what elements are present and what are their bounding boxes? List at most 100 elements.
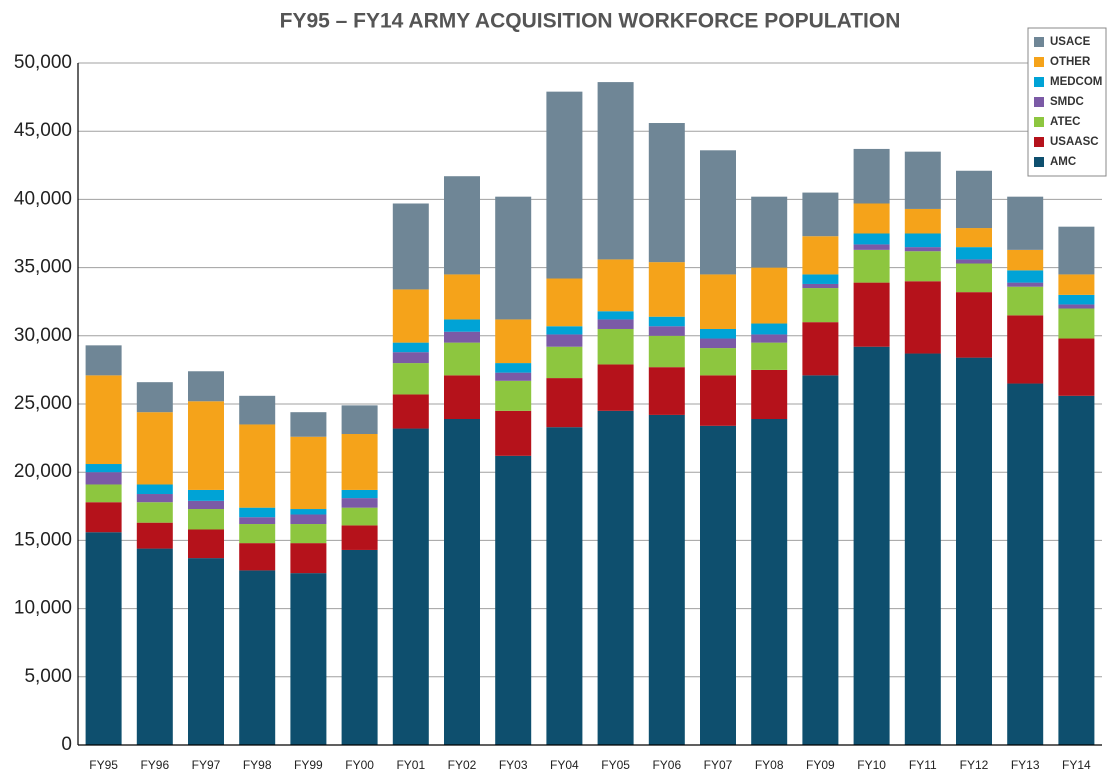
bar-segment bbox=[392, 342, 429, 353]
x-tick-label: FY04 bbox=[550, 758, 579, 772]
bar-segment bbox=[341, 405, 378, 435]
legend-label: SMDC bbox=[1050, 96, 1084, 108]
bar-segment bbox=[85, 484, 122, 503]
bar-segment bbox=[188, 500, 224, 510]
bar-segment bbox=[495, 372, 532, 381]
bar-segment bbox=[444, 319, 480, 332]
bar-segment bbox=[444, 331, 480, 343]
bar-segment bbox=[546, 334, 583, 347]
bar-segment bbox=[188, 558, 224, 745]
bar-segment bbox=[392, 352, 429, 364]
bar-segment bbox=[751, 267, 788, 324]
bar-segment bbox=[85, 345, 122, 376]
bar-segment bbox=[853, 346, 890, 745]
y-tick-label: 25,000 bbox=[14, 393, 72, 414]
bar-segment bbox=[1007, 249, 1044, 271]
bar-segment bbox=[136, 412, 173, 485]
bar-segment bbox=[495, 455, 532, 745]
legend-swatch bbox=[1034, 157, 1044, 167]
y-tick-label: 30,000 bbox=[14, 325, 72, 346]
bar-segment bbox=[700, 150, 736, 275]
bar-segment bbox=[290, 436, 327, 510]
bar-segment bbox=[239, 524, 276, 544]
x-tick-label: FY02 bbox=[448, 758, 477, 772]
bar-segment bbox=[1007, 315, 1044, 384]
bar-segment bbox=[648, 123, 685, 263]
bar-segment bbox=[751, 342, 788, 370]
bar-segment bbox=[546, 378, 583, 428]
bar-segment bbox=[956, 259, 992, 264]
bar-segment bbox=[904, 233, 941, 248]
x-tick-label: FY13 bbox=[1011, 758, 1040, 772]
bar-segment bbox=[1058, 226, 1095, 275]
bar-segment bbox=[904, 151, 941, 209]
bar-segment bbox=[700, 338, 736, 349]
bar-segment bbox=[751, 419, 788, 745]
bar-segment bbox=[1058, 294, 1095, 305]
bar-segment bbox=[648, 367, 685, 415]
bar-segment bbox=[802, 375, 839, 745]
bar-segment bbox=[648, 316, 685, 327]
bar-segment bbox=[546, 346, 583, 379]
legend-label: MEDCOM bbox=[1050, 76, 1102, 88]
bar-segment bbox=[341, 507, 378, 526]
bar-segment bbox=[1007, 270, 1044, 283]
bar-segment bbox=[290, 412, 327, 437]
bar-segment bbox=[136, 382, 173, 413]
bar-segment bbox=[751, 323, 788, 335]
bar-segment bbox=[239, 517, 276, 525]
x-tick-label: FY11 bbox=[909, 758, 937, 772]
bar-segment bbox=[904, 247, 941, 252]
legend-swatch bbox=[1034, 137, 1044, 147]
x-tick-label: FY99 bbox=[294, 758, 323, 772]
bar-segment bbox=[392, 363, 429, 395]
bar-segment bbox=[392, 203, 429, 290]
x-tick-label: FY01 bbox=[396, 758, 425, 772]
legend-swatch bbox=[1034, 37, 1044, 47]
bar-segment bbox=[290, 509, 327, 515]
y-tick-label: 45,000 bbox=[14, 120, 72, 141]
bar-segment bbox=[853, 148, 890, 204]
x-tick-label: FY98 bbox=[243, 758, 272, 772]
bar-segment bbox=[853, 233, 890, 245]
bar-segment bbox=[341, 549, 378, 745]
bar-segment bbox=[444, 176, 480, 275]
bar-segment bbox=[648, 326, 685, 336]
legend-label: AMC bbox=[1050, 156, 1076, 168]
bar-segment bbox=[239, 395, 276, 425]
bar-segment bbox=[392, 394, 429, 429]
x-tick-label: FY05 bbox=[601, 758, 630, 772]
bar-segment bbox=[136, 494, 173, 503]
bar-segment bbox=[495, 380, 532, 411]
bar-segment bbox=[802, 283, 839, 289]
bar-segment bbox=[700, 328, 736, 339]
x-tick-label: FY10 bbox=[857, 758, 886, 772]
bar-segment bbox=[136, 484, 173, 495]
bar-segment bbox=[648, 414, 685, 745]
bar-segment bbox=[802, 322, 839, 376]
bar-segment bbox=[239, 424, 276, 508]
bar-segment bbox=[956, 263, 992, 293]
y-tick-label: 10,000 bbox=[14, 598, 72, 619]
bar-segment bbox=[904, 353, 941, 745]
bar-segment bbox=[495, 319, 532, 364]
bar-segment bbox=[853, 244, 890, 250]
bar-segment bbox=[904, 208, 941, 234]
y-tick-label: 0 bbox=[61, 734, 72, 755]
legend-label: USACE bbox=[1050, 36, 1091, 48]
x-tick-label: FY95 bbox=[89, 758, 118, 772]
bar-segment bbox=[444, 274, 480, 320]
bar-segment bbox=[444, 375, 480, 420]
bar-segment bbox=[188, 371, 224, 402]
bar-segment bbox=[648, 335, 685, 368]
y-tick-label: 50,000 bbox=[14, 52, 72, 73]
bar-segment bbox=[597, 328, 634, 365]
bar-segment bbox=[495, 410, 532, 456]
bar-segment bbox=[136, 548, 173, 745]
bar-segment bbox=[700, 274, 736, 329]
bar-segment bbox=[597, 410, 634, 745]
x-tick-label: FY06 bbox=[652, 758, 681, 772]
bar-segment bbox=[85, 464, 122, 473]
bar-segment bbox=[392, 289, 429, 343]
